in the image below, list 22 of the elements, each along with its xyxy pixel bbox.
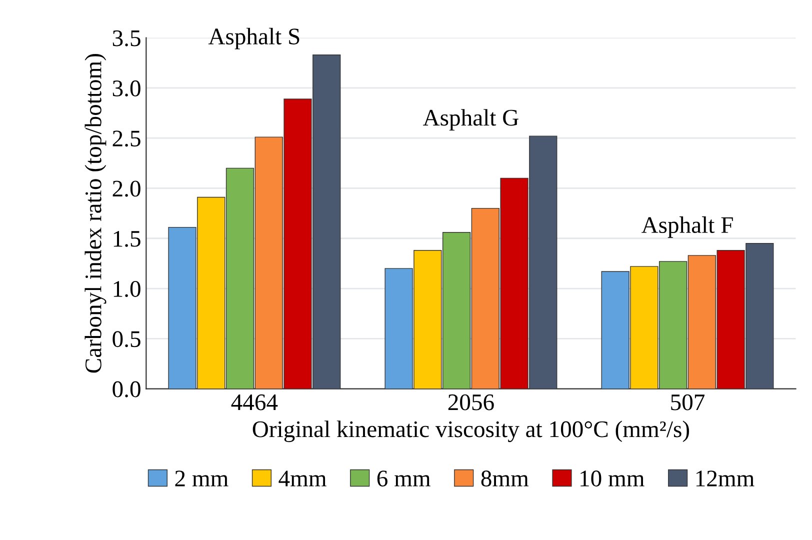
y-tick-label: 0.0 — [112, 381, 140, 398]
legend-label: 4mm — [278, 470, 326, 486]
x-tick-label: 2056 — [448, 394, 494, 410]
legend-label: 8mm — [481, 470, 529, 486]
x-tick-label: 4464 — [231, 394, 278, 410]
annotation: Asphalt F — [641, 216, 733, 238]
y-tick-label: 1.5 — [114, 230, 140, 247]
annotation: Asphalt G — [422, 109, 518, 131]
legend-label: 12mm — [696, 470, 754, 486]
x-tick-label: 507 — [671, 394, 705, 410]
y-tick-label: 0.5 — [112, 331, 140, 348]
legend-label: 6 mm — [377, 470, 430, 486]
y-tick-label: 2.0 — [112, 180, 140, 197]
legend-label: 10 mm — [580, 470, 644, 486]
x-axis-title: Original kinematic viscosity at 100°C (mm²/s) — [252, 420, 690, 442]
y-tick-label: 2.5 — [112, 130, 140, 147]
legend-label: 2 mm — [175, 470, 228, 486]
y-tick-label: 1.0 — [114, 281, 140, 298]
y-tick-label: 3.5 — [112, 30, 140, 46]
annotation: Asphalt S — [208, 28, 300, 50]
y-tick-label: 3.0 — [112, 80, 140, 96]
y-axis-title: Carbonyl index ratio (top/bottom) — [84, 54, 106, 373]
